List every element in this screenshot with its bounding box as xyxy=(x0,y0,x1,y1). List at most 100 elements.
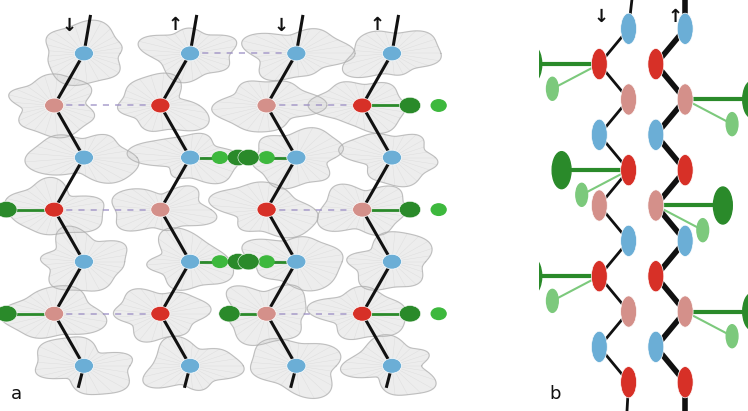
Polygon shape xyxy=(317,184,405,236)
Circle shape xyxy=(352,98,372,113)
Circle shape xyxy=(286,46,306,61)
Circle shape xyxy=(648,48,663,80)
Circle shape xyxy=(492,263,506,289)
Circle shape xyxy=(576,183,588,206)
Polygon shape xyxy=(242,29,355,81)
Circle shape xyxy=(259,256,274,268)
Circle shape xyxy=(399,201,420,218)
Circle shape xyxy=(432,308,446,319)
Polygon shape xyxy=(227,285,306,345)
Circle shape xyxy=(180,150,200,165)
Circle shape xyxy=(621,84,637,115)
Circle shape xyxy=(552,152,571,189)
Polygon shape xyxy=(25,134,139,183)
Polygon shape xyxy=(251,339,341,398)
Circle shape xyxy=(523,46,542,83)
Circle shape xyxy=(399,97,420,114)
Circle shape xyxy=(212,256,227,268)
Circle shape xyxy=(0,201,17,218)
Polygon shape xyxy=(340,335,436,395)
Polygon shape xyxy=(308,82,405,133)
Circle shape xyxy=(151,306,170,321)
Circle shape xyxy=(592,119,607,150)
Circle shape xyxy=(257,306,276,321)
Polygon shape xyxy=(339,134,438,187)
Circle shape xyxy=(352,306,372,321)
Circle shape xyxy=(648,190,663,221)
Circle shape xyxy=(227,254,248,270)
Polygon shape xyxy=(0,286,107,338)
Circle shape xyxy=(45,98,64,113)
Text: ↓: ↓ xyxy=(274,16,289,35)
Text: ↓: ↓ xyxy=(61,16,76,35)
Circle shape xyxy=(648,261,663,292)
Circle shape xyxy=(621,367,637,398)
Circle shape xyxy=(621,225,637,256)
Polygon shape xyxy=(147,228,233,290)
Circle shape xyxy=(352,202,372,217)
Text: ↑: ↑ xyxy=(168,16,183,35)
Circle shape xyxy=(151,98,170,113)
Circle shape xyxy=(521,157,535,183)
Circle shape xyxy=(286,358,306,373)
Circle shape xyxy=(432,204,446,215)
Polygon shape xyxy=(343,31,441,78)
Circle shape xyxy=(697,219,708,242)
Polygon shape xyxy=(212,81,327,132)
Polygon shape xyxy=(242,237,343,291)
Circle shape xyxy=(399,305,420,322)
Polygon shape xyxy=(127,133,241,184)
Circle shape xyxy=(726,325,738,348)
Circle shape xyxy=(151,202,170,217)
Circle shape xyxy=(592,48,607,80)
Polygon shape xyxy=(117,73,209,132)
Circle shape xyxy=(743,81,748,118)
Circle shape xyxy=(592,190,607,221)
Polygon shape xyxy=(307,286,406,339)
Circle shape xyxy=(592,331,607,363)
Polygon shape xyxy=(40,226,127,291)
Circle shape xyxy=(74,358,94,373)
Circle shape xyxy=(677,13,693,44)
Text: ↓: ↓ xyxy=(594,8,609,26)
Circle shape xyxy=(677,367,693,398)
Text: ↑: ↑ xyxy=(370,16,384,35)
Circle shape xyxy=(257,98,276,113)
Circle shape xyxy=(257,202,276,217)
Circle shape xyxy=(726,113,738,136)
Circle shape xyxy=(621,13,637,44)
Polygon shape xyxy=(35,337,132,395)
Circle shape xyxy=(648,119,663,150)
Polygon shape xyxy=(9,74,94,138)
Circle shape xyxy=(45,306,64,321)
Text: a: a xyxy=(10,385,22,403)
Circle shape xyxy=(286,254,306,269)
Circle shape xyxy=(382,254,402,269)
Polygon shape xyxy=(4,178,104,235)
Circle shape xyxy=(677,225,693,256)
Circle shape xyxy=(492,51,506,77)
Circle shape xyxy=(212,152,227,163)
Text: b: b xyxy=(549,385,560,403)
Circle shape xyxy=(714,187,732,224)
Polygon shape xyxy=(347,232,432,290)
Circle shape xyxy=(432,100,446,111)
Circle shape xyxy=(677,84,693,115)
Polygon shape xyxy=(46,20,122,85)
Circle shape xyxy=(382,46,402,61)
Circle shape xyxy=(180,358,200,373)
Circle shape xyxy=(592,261,607,292)
Circle shape xyxy=(227,149,248,166)
Circle shape xyxy=(677,296,693,327)
Circle shape xyxy=(677,155,693,186)
Circle shape xyxy=(743,293,748,330)
Polygon shape xyxy=(114,289,211,342)
Circle shape xyxy=(45,202,64,217)
Circle shape xyxy=(523,258,542,295)
Circle shape xyxy=(180,254,200,269)
Circle shape xyxy=(74,46,94,61)
Circle shape xyxy=(0,305,17,322)
Circle shape xyxy=(74,150,94,165)
Polygon shape xyxy=(112,186,217,231)
Circle shape xyxy=(547,77,558,100)
